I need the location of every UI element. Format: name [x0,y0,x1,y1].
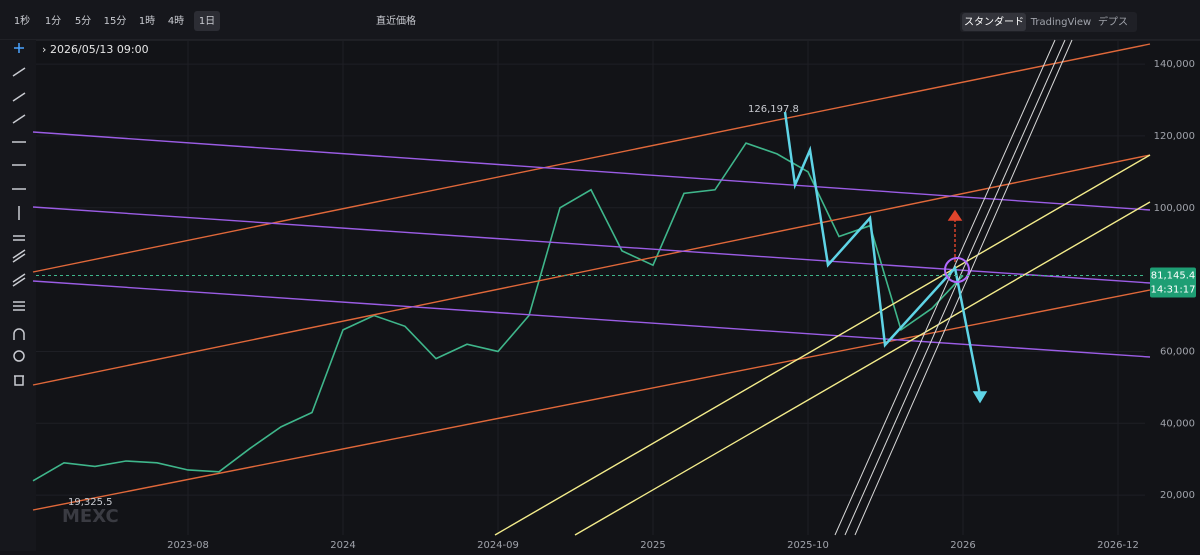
y-tick-label: 20,000 [1160,490,1195,501]
x-tick-label: 2023-08 [167,540,209,551]
high-label: 126,197.8 [748,104,799,115]
hide-icon[interactable] [13,350,25,362]
interval-button[interactable]: 1日 [199,16,215,27]
watermark: MEXC [62,506,119,527]
fib-icon[interactable] [13,301,25,311]
y-tick-label: 40,000 [1160,418,1195,429]
low-label: 19,325.5 [68,497,113,508]
trend-line [844,39,1066,536]
magnet-icon[interactable] [13,328,25,340]
view-button[interactable]: TradingView [1030,17,1091,28]
countdown: 14:31:17 [1151,284,1196,295]
view-button[interactable]: スタンダード [964,15,1024,28]
interval-button[interactable]: 4時 [168,15,184,27]
trend-line [854,39,1073,536]
drawings [32,39,1151,536]
sidebar-icons [12,43,26,386]
interval-button[interactable]: 15分 [104,15,127,27]
highlight-circle [944,257,970,283]
trend-line [574,201,1151,536]
arrow-head [947,209,963,221]
price-tag [1150,267,1196,298]
trend-line [32,131,1151,211]
arrow-head [972,391,988,404]
y-tick-label: 140,000 [1154,59,1195,70]
active-view [962,13,1026,31]
trend-line [32,154,1151,386]
ray-icon[interactable] [12,92,26,102]
trend-line [494,154,1151,536]
active-interval [194,11,220,31]
crosshair-icon[interactable] [14,43,24,53]
projection-path [783,111,982,396]
interval-button[interactable]: 1時 [139,15,155,27]
view-button[interactable]: デプス [1098,15,1128,28]
price-type[interactable]: 直近価格 [376,14,416,27]
x-tick-label: 2025 [640,540,665,551]
trend-line [32,43,1151,273]
trend-line [834,39,1056,536]
expand-icon: › [42,43,46,56]
x-tick-label: 2025-10 [787,540,829,551]
channel-icon[interactable] [13,235,25,241]
pitch-icon[interactable] [12,273,26,287]
trend-line [32,289,1151,511]
trend-line [32,206,1151,284]
date-header: 2026/05/13 09:00 [50,43,149,56]
x-tick-label: 2024 [330,540,355,551]
parallel-icon[interactable] [12,249,26,263]
trend-icon[interactable] [12,114,26,124]
price-line [32,142,964,482]
y-tick-label: 60,000 [1160,346,1195,357]
line-icon[interactable] [12,67,26,77]
delete-icon[interactable] [14,375,24,386]
y-tick-label: 100,000 [1154,203,1195,214]
trend-line [32,280,1151,358]
x-tick-label: 2026 [950,540,975,551]
x-tick-label: 2024-09 [477,540,519,551]
interval-button[interactable]: 1秒 [14,14,30,27]
sidebar [0,40,36,551]
interval-button[interactable]: 1分 [45,15,61,27]
y-tick-label: 120,000 [1154,131,1195,142]
price-tag-value: 81,145.4 [1151,270,1196,281]
interval-button[interactable]: 5分 [75,15,91,27]
x-tick-label: 2026-12 [1097,540,1139,551]
